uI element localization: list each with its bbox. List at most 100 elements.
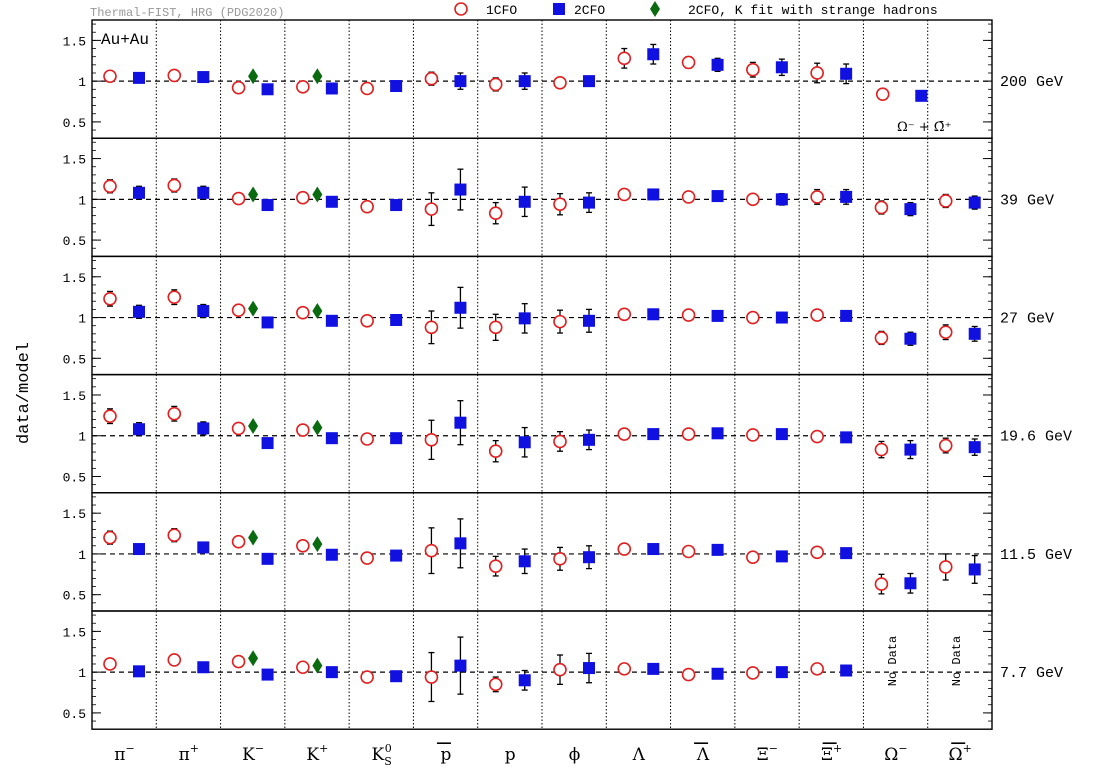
point-1cfo bbox=[488, 320, 503, 335]
panel-energy-label: 19.6 GeV bbox=[1000, 429, 1072, 446]
point-2cfo bbox=[197, 186, 210, 199]
x-tick-label: p bbox=[440, 745, 451, 765]
point-1cfo bbox=[296, 538, 310, 553]
point-1cfo bbox=[681, 190, 696, 204]
y-tick-label: 1.5 bbox=[63, 34, 86, 49]
point-1cfo bbox=[938, 194, 953, 208]
point-1cfo bbox=[553, 197, 567, 212]
x-tick-label: KS0 bbox=[372, 742, 392, 768]
point-kfit bbox=[248, 529, 259, 546]
point-1cfo bbox=[424, 433, 439, 447]
point-1cfo bbox=[296, 80, 310, 94]
point-kfit bbox=[312, 303, 323, 320]
point-1cfo bbox=[103, 69, 117, 84]
point-2cfo bbox=[711, 309, 724, 322]
point-2cfo bbox=[454, 183, 467, 196]
point-2cfo bbox=[647, 428, 660, 441]
point-1cfo bbox=[874, 200, 889, 215]
point-2cfo bbox=[840, 309, 853, 322]
point-1cfo bbox=[810, 190, 824, 204]
point-2cfo bbox=[390, 199, 403, 212]
point-2cfo bbox=[968, 563, 981, 576]
point-1cfo bbox=[874, 577, 889, 591]
point-2cfo bbox=[518, 312, 531, 325]
point-kfit bbox=[248, 650, 259, 667]
y-tick-label: 0.5 bbox=[63, 707, 86, 722]
x-tick-label: Ω− bbox=[884, 742, 907, 765]
point-kfit bbox=[312, 68, 323, 85]
legend-marker-2cfo bbox=[553, 3, 565, 15]
point-1cfo bbox=[167, 290, 182, 304]
point-2cfo bbox=[325, 195, 338, 208]
point-1cfo bbox=[424, 202, 439, 216]
point-1cfo bbox=[424, 71, 439, 86]
point-1cfo bbox=[103, 409, 117, 423]
point-1cfo bbox=[553, 434, 567, 449]
y-tick-label: 1 bbox=[78, 548, 86, 563]
point-2cfo bbox=[647, 188, 660, 201]
point-2cfo bbox=[197, 422, 210, 435]
point-2cfo bbox=[583, 196, 595, 209]
point-2cfo bbox=[647, 308, 660, 321]
point-1cfo bbox=[296, 190, 310, 205]
point-2cfo bbox=[711, 543, 724, 556]
point-1cfo bbox=[553, 314, 567, 329]
point-1cfo bbox=[231, 80, 246, 95]
point-1cfo bbox=[681, 427, 696, 441]
point-kfit bbox=[248, 300, 259, 317]
point-2cfo bbox=[325, 82, 338, 95]
point-2cfo bbox=[775, 666, 788, 679]
point-1cfo bbox=[617, 187, 632, 202]
point-2cfo bbox=[261, 83, 274, 96]
point-2cfo bbox=[261, 437, 274, 450]
point-1cfo bbox=[746, 62, 760, 77]
point-2cfo bbox=[775, 193, 788, 206]
point-1cfo bbox=[746, 666, 760, 680]
point-1cfo bbox=[360, 670, 374, 684]
point-1cfo bbox=[617, 307, 632, 322]
point-1cfo bbox=[231, 421, 246, 436]
header-note: Thermal-FIST, HRG (PDG2020) bbox=[90, 6, 284, 20]
point-1cfo bbox=[617, 662, 632, 676]
x-tick-label: Ξ− bbox=[757, 742, 778, 765]
point-2cfo bbox=[583, 314, 595, 327]
point-2cfo bbox=[583, 75, 595, 88]
point-2cfo bbox=[968, 441, 981, 454]
point-1cfo bbox=[810, 662, 824, 676]
point-kfit bbox=[312, 419, 323, 436]
point-2cfo bbox=[325, 314, 338, 327]
point-2cfo bbox=[325, 666, 338, 679]
y-tick-label: 1 bbox=[78, 666, 86, 681]
point-kfit bbox=[248, 186, 259, 203]
point-1cfo bbox=[424, 670, 439, 684]
y-tick-label: 0.5 bbox=[63, 589, 86, 604]
point-2cfo bbox=[904, 332, 917, 345]
panel-energy-label: 200 GeV bbox=[1000, 74, 1063, 91]
point-2cfo bbox=[775, 550, 788, 563]
point-2cfo bbox=[518, 436, 531, 449]
point-1cfo bbox=[103, 530, 117, 545]
point-2cfo bbox=[133, 305, 145, 318]
point-1cfo bbox=[746, 192, 760, 207]
y-tick-label: 1 bbox=[78, 193, 86, 208]
point-2cfo bbox=[840, 431, 853, 444]
point-2cfo bbox=[454, 301, 467, 314]
point-1cfo bbox=[617, 51, 632, 66]
point-1cfo bbox=[360, 313, 374, 328]
point-1cfo bbox=[875, 87, 890, 101]
point-1cfo bbox=[746, 550, 760, 564]
point-1cfo bbox=[681, 667, 696, 682]
point-1cfo bbox=[553, 75, 567, 90]
point-2cfo bbox=[647, 48, 660, 61]
x-tick-label: π+ bbox=[179, 742, 199, 765]
point-1cfo bbox=[488, 677, 503, 692]
point-2cfo bbox=[518, 195, 531, 208]
point-1cfo bbox=[167, 653, 182, 667]
point-1cfo bbox=[231, 191, 246, 206]
point-2cfo bbox=[197, 71, 210, 84]
point-1cfo bbox=[167, 68, 182, 83]
point-2cfo bbox=[840, 664, 853, 677]
point-1cfo bbox=[746, 310, 760, 325]
point-1cfo bbox=[488, 444, 503, 459]
